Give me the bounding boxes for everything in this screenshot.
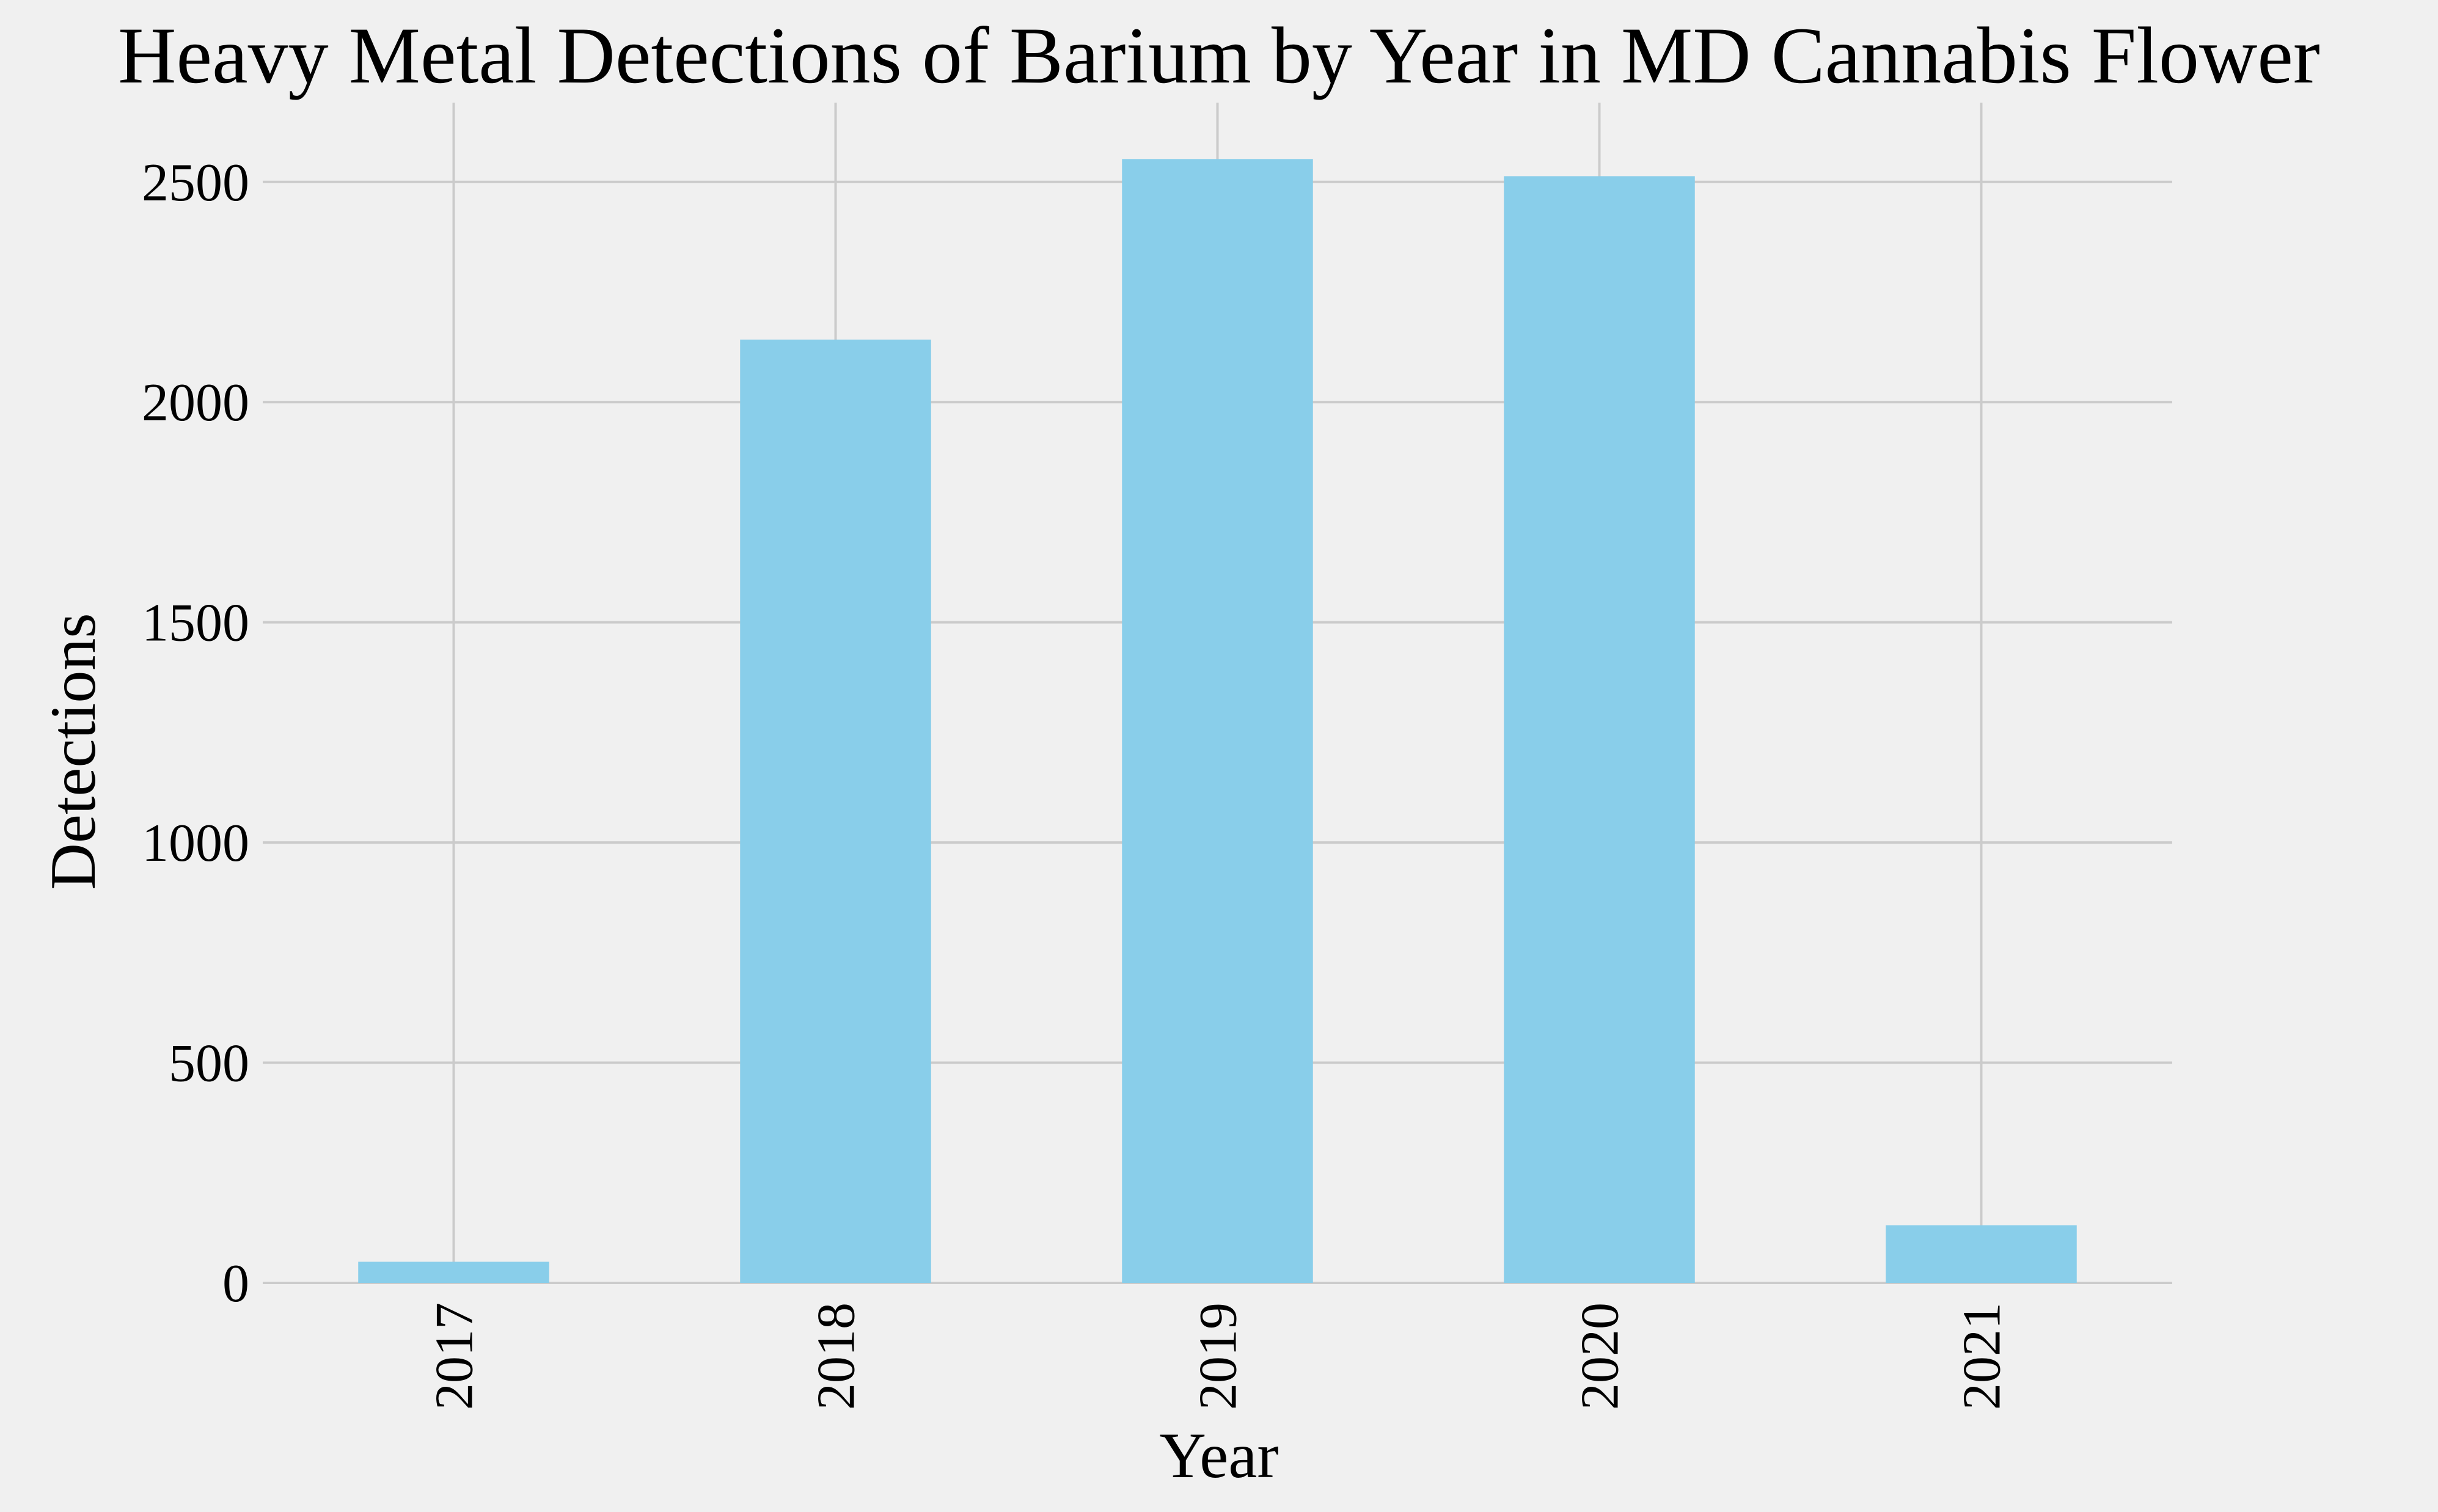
x-tick-label: 2020: [1571, 1302, 1630, 1410]
bars: [358, 159, 2077, 1284]
bar-2020: [1504, 176, 1695, 1284]
y-axis-label: Detections: [37, 613, 109, 889]
bar-2021: [1886, 1225, 2077, 1283]
x-tick-label: 2018: [807, 1302, 866, 1410]
y-tick-label: 1500: [142, 594, 249, 653]
bar-2018: [740, 339, 931, 1283]
bar-2019: [1122, 159, 1313, 1283]
x-tick-labels: 2017 2018 2019 2020 2021: [425, 1302, 2012, 1410]
y-tick-labels: 0 500 1000 1500 2000 2500: [142, 153, 249, 1313]
bar-2017: [358, 1262, 549, 1283]
y-tick-label: 0: [222, 1254, 249, 1313]
y-tick-label: 1000: [142, 814, 249, 873]
y-tick-label: 500: [169, 1034, 249, 1094]
x-tick-label: 2021: [1953, 1302, 2012, 1410]
y-tick-label: 2500: [142, 153, 249, 213]
x-axis-label: Year: [1159, 1420, 1278, 1491]
chart-title: Heavy Metal Detections of Barium by Year…: [118, 10, 2320, 100]
y-tick-label: 2000: [142, 373, 249, 433]
x-tick-label: 2019: [1189, 1302, 1248, 1410]
x-tick-label: 2017: [425, 1302, 485, 1410]
